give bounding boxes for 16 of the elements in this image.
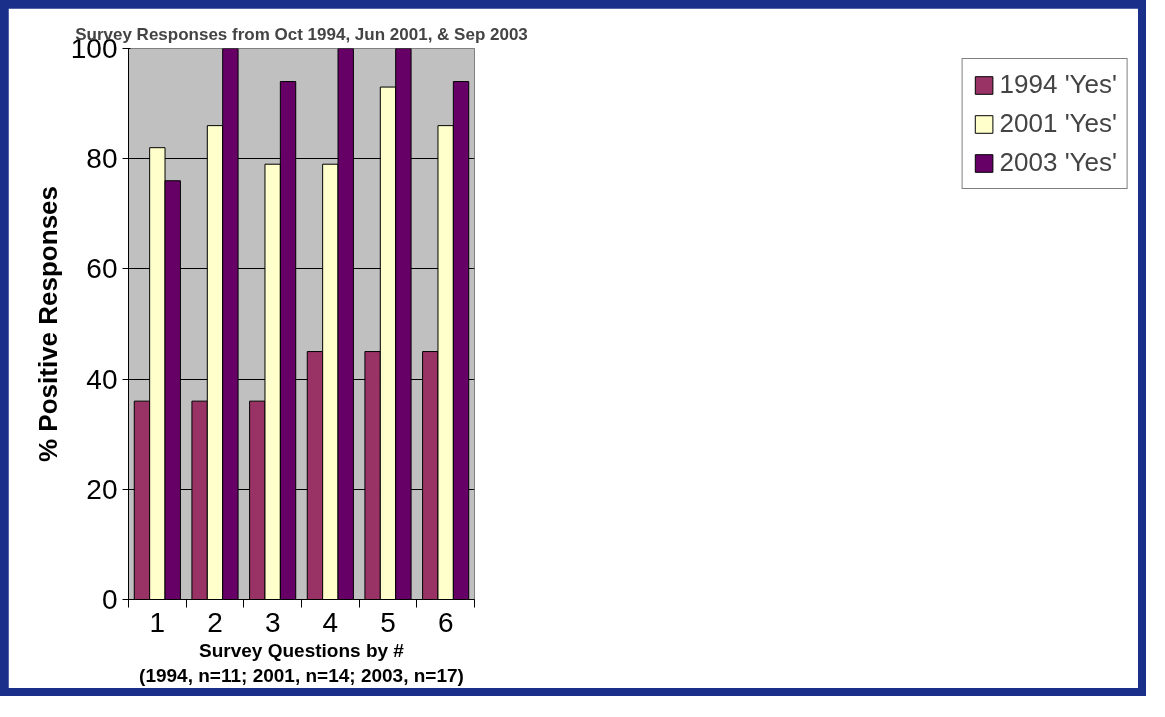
x-tick-label: 4 [322,606,339,638]
y-tick-label: 40 [86,363,118,395]
x-tick-label: 5 [380,606,396,638]
x-tick-label: 1 [149,606,166,638]
y-tick-label: 20 [86,473,118,505]
x-tick-label: 6 [437,606,454,638]
x-axis-title: Survey Questions by # (1994, n=11; 2001, n=14; 2003, n=17) [139,639,464,686]
x-tick-label: 3 [264,606,281,638]
y-axis-title: % Positive Responses [32,186,63,462]
y-tick-label: 0 [101,584,118,615]
y-tick-label: 60 [86,253,118,285]
y-tick-label: 80 [86,143,118,175]
x-tick-label: 2 [207,606,223,638]
legend-label: 1994 'Yes' [999,69,1117,100]
legend-label: 2001 'Yes' [999,108,1117,139]
legend-label: 2003 'Yes' [999,147,1117,178]
